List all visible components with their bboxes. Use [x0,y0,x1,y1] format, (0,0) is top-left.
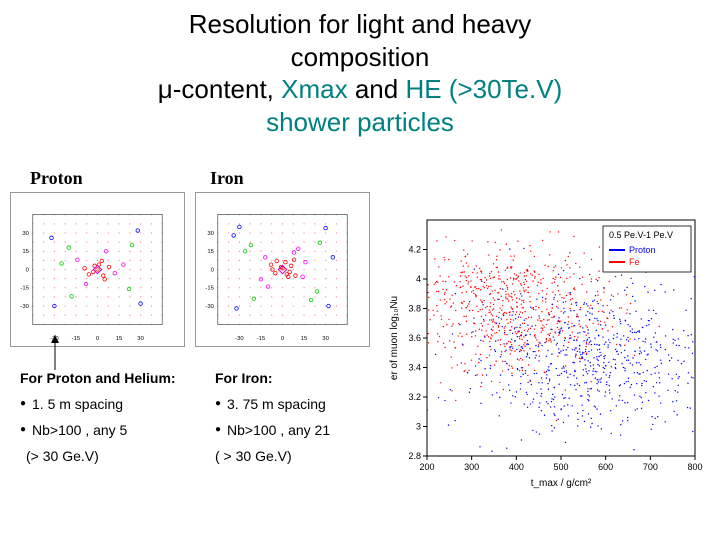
svg-text:15: 15 [207,249,214,255]
title-he: HE (>30Te.V) [405,74,562,104]
svg-text:-30: -30 [205,304,214,310]
svg-text:0: 0 [26,267,30,273]
left-b1: 1. 5 m spacing [20,396,190,412]
svg-text:-15: -15 [20,286,29,292]
proton-scatter: -30-30-15-150015153030 [10,192,185,347]
svg-text:3.4: 3.4 [408,363,421,373]
title-l1a: Resolution for light and heavy [189,9,532,39]
left-head: For Proton and Helium: [20,370,190,386]
svg-text:500: 500 [553,462,568,472]
left-col: For Proton and Helium: 1. 5 m spacing Nb… [20,370,190,464]
svg-text:0: 0 [211,267,215,273]
svg-text:3.8: 3.8 [408,304,421,314]
svg-text:3.2: 3.2 [408,392,421,402]
svg-text:t_max / g/cm²: t_max / g/cm² [531,478,592,489]
svg-text:-15: -15 [205,286,214,292]
svg-text:Proton: Proton [629,245,656,255]
svg-text:-15: -15 [257,336,266,342]
left-sub: (> 30 Ge.V) [20,448,190,464]
title-mu: μ [158,74,173,104]
svg-text:-30: -30 [20,304,29,310]
svg-text:15: 15 [22,249,29,255]
title-l1b: composition [291,42,430,72]
svg-text:3.6: 3.6 [408,333,421,343]
title-xmax: Xmax [281,74,347,104]
svg-text:800: 800 [687,462,702,472]
right-b1: 3. 75 m spacing [215,396,385,412]
svg-text:4.2: 4.2 [408,245,421,255]
svg-text:600: 600 [598,462,613,472]
title-l2a: -content, [173,74,281,104]
svg-text:-15: -15 [72,336,81,342]
title-l2c: and [348,74,406,104]
right-head: For Iron: [215,370,385,386]
right-b2: Nb>100 , any 21 [215,422,385,438]
svg-text:400: 400 [509,462,524,472]
svg-text:4: 4 [416,274,421,284]
svg-text:0: 0 [281,336,285,342]
svg-text:15: 15 [301,336,308,342]
proton-label: Proton [30,168,83,189]
arrow-icon [45,335,65,375]
svg-text:30: 30 [22,231,29,237]
svg-text:30: 30 [137,336,144,342]
main-scatter-chart: 200 300 400 500 600 700 800 2.8 3 3.2 3.4 3.6 3.8 4 4.… [385,210,705,490]
mini-scatter-zone: -30 -30 -15 -15 0 0 15 15 30 30 -30 -30 -15 -15 0 0 15 1… [10,192,380,357]
svg-text:er of muon log₁₀Nu: er of muon log₁₀Nu [389,296,400,380]
svg-text:2.8: 2.8 [408,451,421,461]
svg-text:15: 15 [116,336,123,342]
left-b2: Nb>100 , any 5 [20,422,190,438]
svg-text:700: 700 [643,462,658,472]
iron-label: Iron [210,168,244,189]
iron-scatter: -30 -30 -15 -15 0 0 15 15 30 30 [195,192,370,347]
title-l3: shower particles [266,107,454,137]
svg-text:300: 300 [464,462,479,472]
svg-text:-30: -30 [235,336,244,342]
svg-text:0.5 Pe.V-1 Pe.V: 0.5 Pe.V-1 Pe.V [609,230,673,240]
svg-text:30: 30 [207,231,214,237]
right-col: For Iron: 3. 75 m spacing Nb>100 , any 2… [215,370,385,474]
svg-text:30: 30 [322,336,329,342]
svg-text:3: 3 [416,422,421,432]
svg-text:0: 0 [96,336,100,342]
slide-title: Resolution for light and heavy compositi… [0,0,720,142]
svg-text:200: 200 [419,462,434,472]
svg-text:Fe: Fe [629,257,640,267]
right-plain: ( > 30 Ge.V) [215,448,385,464]
